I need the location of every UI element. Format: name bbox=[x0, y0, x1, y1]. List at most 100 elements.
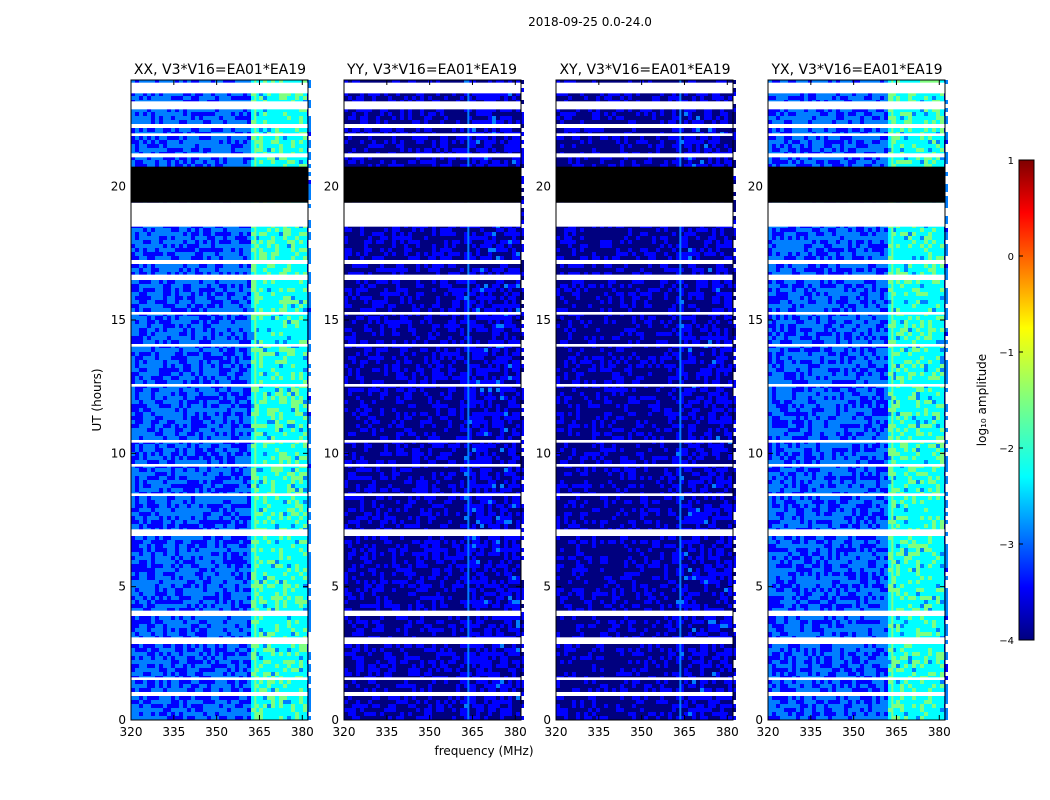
heatmap-cell bbox=[191, 164, 195, 168]
heatmap-cell bbox=[303, 428, 307, 432]
heatmap-cell bbox=[307, 612, 311, 616]
heatmap-cell bbox=[303, 328, 307, 332]
heatmap-cell bbox=[287, 580, 291, 584]
heatmap-cell bbox=[295, 160, 299, 164]
heatmap-cell bbox=[291, 392, 295, 396]
heatmap-cell bbox=[135, 116, 139, 120]
heatmap-cell bbox=[187, 144, 191, 148]
heatmap-cell bbox=[219, 624, 223, 628]
heatmap-cell bbox=[139, 480, 143, 484]
heatmap-cell bbox=[303, 512, 307, 516]
heatmap-cell bbox=[171, 140, 175, 144]
heatmap-cell bbox=[227, 444, 231, 448]
heatmap-cell bbox=[247, 480, 251, 484]
heatmap-cell bbox=[179, 660, 183, 664]
heatmap-cell bbox=[287, 592, 291, 596]
heatmap-cell bbox=[287, 372, 291, 376]
heatmap-cell bbox=[147, 148, 151, 152]
heatmap-cell bbox=[187, 156, 191, 160]
heatmap-cell bbox=[279, 600, 283, 604]
heatmap-cell bbox=[283, 524, 287, 528]
heatmap-cell bbox=[255, 568, 259, 572]
heatmap-cell bbox=[191, 396, 195, 400]
heatmap-cell bbox=[267, 252, 271, 256]
heatmap-cell bbox=[263, 476, 267, 480]
heatmap-cell bbox=[259, 160, 263, 164]
heatmap-cell bbox=[183, 600, 187, 604]
heatmap-cell bbox=[167, 624, 171, 628]
heatmap-cell bbox=[215, 632, 219, 636]
heatmap-cell bbox=[303, 140, 307, 144]
heatmap-cell bbox=[287, 504, 291, 508]
heatmap-cell bbox=[235, 308, 239, 312]
heatmap-cell bbox=[131, 320, 135, 324]
heatmap-cell bbox=[203, 300, 207, 304]
heatmap-cell bbox=[295, 520, 299, 524]
heatmap-cell bbox=[251, 452, 255, 456]
heatmap-cell bbox=[303, 424, 307, 428]
heatmap-cell bbox=[131, 476, 135, 480]
heatmap-cell bbox=[307, 656, 311, 660]
heatmap-cell bbox=[207, 240, 211, 244]
heatmap-cell bbox=[147, 552, 151, 556]
heatmap-cell bbox=[167, 108, 171, 112]
heatmap-cell bbox=[191, 360, 195, 364]
heatmap-cell bbox=[263, 272, 267, 276]
heatmap-cell bbox=[187, 392, 191, 396]
heatmap-cell bbox=[275, 580, 279, 584]
heatmap-cell bbox=[183, 508, 187, 512]
heatmap-cell bbox=[195, 616, 199, 620]
heatmap-cell bbox=[299, 564, 303, 568]
heatmap-cell bbox=[259, 320, 263, 324]
heatmap-cell bbox=[291, 508, 295, 512]
heatmap-cell bbox=[259, 248, 263, 252]
heatmap-cell bbox=[259, 120, 263, 124]
heatmap-cell bbox=[239, 244, 243, 248]
heatmap-cell bbox=[231, 580, 235, 584]
heatmap-cell bbox=[179, 556, 183, 560]
heatmap-cell bbox=[255, 116, 259, 120]
heatmap-cell bbox=[203, 420, 207, 424]
heatmap-cell bbox=[299, 432, 303, 436]
heatmap-cell bbox=[163, 448, 167, 452]
heatmap-cell bbox=[159, 268, 163, 272]
heatmap-cell bbox=[287, 300, 291, 304]
heatmap-cell bbox=[131, 552, 135, 556]
heatmap-cell bbox=[283, 284, 287, 288]
heatmap-cell bbox=[159, 444, 163, 448]
heatmap-cell bbox=[135, 448, 139, 452]
heatmap-cell bbox=[259, 408, 263, 412]
heatmap-cell bbox=[159, 336, 163, 340]
heatmap-cell bbox=[259, 620, 263, 624]
heatmap-cell bbox=[275, 392, 279, 396]
heatmap-cell bbox=[147, 160, 151, 164]
heatmap-cell bbox=[259, 136, 263, 140]
heatmap-cell bbox=[303, 392, 307, 396]
heatmap-cell bbox=[303, 472, 307, 476]
heatmap-cell bbox=[227, 256, 231, 260]
heatmap-cell bbox=[191, 572, 195, 576]
heatmap-cell bbox=[279, 484, 283, 488]
heatmap-cell bbox=[295, 548, 299, 552]
heatmap-cell bbox=[171, 512, 175, 516]
heatmap-cell bbox=[155, 412, 159, 416]
heatmap-cell bbox=[143, 128, 147, 132]
heatmap-cell bbox=[263, 480, 267, 484]
heatmap-cell bbox=[131, 324, 135, 328]
heatmap-cell bbox=[143, 120, 147, 124]
heatmap-cell bbox=[255, 628, 259, 632]
heatmap-cell bbox=[303, 284, 307, 288]
heatmap-cell bbox=[203, 428, 207, 432]
heatmap-cell bbox=[307, 616, 311, 620]
heatmap-cell bbox=[195, 632, 199, 636]
heatmap-cell bbox=[303, 504, 307, 508]
heatmap-cell bbox=[131, 608, 135, 612]
heatmap-cell bbox=[295, 488, 299, 492]
heatmap-cell bbox=[223, 624, 227, 628]
heatmap-cell bbox=[215, 452, 219, 456]
heatmap-cell bbox=[251, 292, 255, 296]
heatmap-cell bbox=[291, 360, 295, 364]
heatmap-cell bbox=[231, 620, 235, 624]
heatmap-cell bbox=[239, 356, 243, 360]
heatmap-cell bbox=[203, 644, 207, 648]
